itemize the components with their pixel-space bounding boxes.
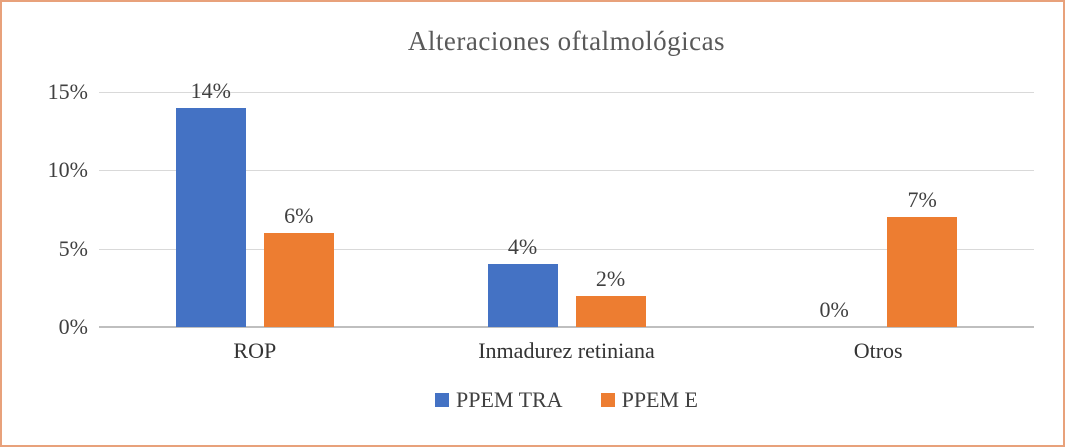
value-label: 2%: [595, 265, 626, 291]
bar: [175, 107, 246, 327]
legend-label: PPEM TRA: [456, 387, 563, 412]
value-label: 0%: [819, 297, 849, 322]
gridline: [99, 92, 1034, 93]
legend-label: PPEM E: [621, 387, 698, 412]
bar: [887, 217, 958, 327]
value-label: 6%: [284, 203, 314, 228]
bar: [263, 233, 334, 327]
value-label: 7%: [907, 187, 937, 213]
y-tick-label: 0%: [58, 314, 88, 339]
y-tick-label: 5%: [58, 235, 88, 261]
category-label: Otros: [853, 338, 903, 363]
y-tick-label: 15%: [47, 79, 88, 104]
y-tick-label: 10%: [47, 157, 88, 183]
bar: [575, 295, 646, 327]
x-axis-line: [99, 326, 1034, 328]
category-label: ROP: [233, 338, 277, 363]
legend: PPEM TRA PPEM E: [99, 388, 1034, 412]
legend-item: PPEM TRA: [435, 388, 563, 412]
value-label: 14%: [190, 77, 231, 103]
legend-swatch-icon: [435, 393, 449, 407]
chart-title: Alteraciones oftalmológicas: [407, 26, 726, 56]
legend-swatch-icon: [600, 393, 615, 407]
bar: [487, 264, 558, 327]
category-label: Inmadurez retiniana: [478, 338, 655, 363]
legend-item: PPEM E: [600, 387, 698, 412]
value-label: 4%: [507, 234, 538, 260]
gridline: [99, 170, 1034, 172]
gridline: [99, 248, 1034, 250]
